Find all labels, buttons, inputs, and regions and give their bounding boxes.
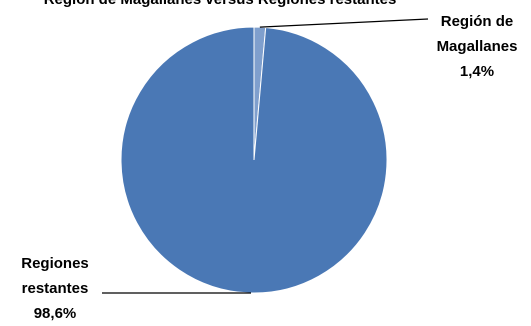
slice-label-restantes-line2: restantes <box>21 280 89 297</box>
slice-value-magallanes: 1,4% <box>459 63 495 80</box>
slice-label-restantes-line1: Regiones <box>21 255 89 272</box>
leader-line-magallanes <box>259 18 429 28</box>
pie-slice-restantes <box>120 26 388 294</box>
slice-label-magallanes-line1: Región de <box>440 13 514 30</box>
slice-label-magallanes-line2: Magallanes <box>436 38 518 55</box>
chart-title: Región de Magallanes versus Regiones res… <box>0 0 470 8</box>
slice-value-restantes: 98,6% <box>33 305 77 322</box>
slice-label-magallanes: Región de Magallanes 1,4% <box>422 9 531 84</box>
slice-label-restantes: Regiones restantes 98,6% <box>0 251 110 326</box>
